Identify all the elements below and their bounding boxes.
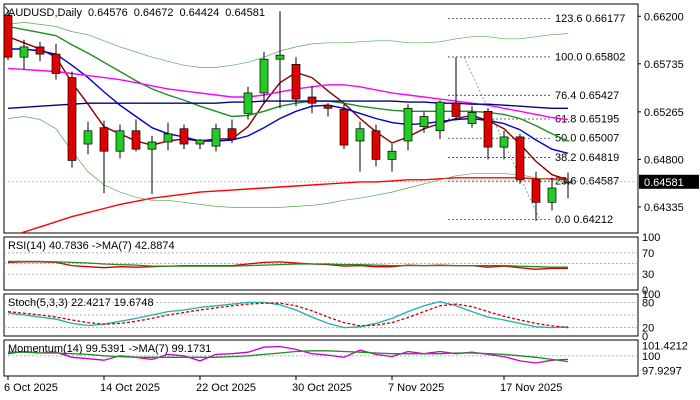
- indicator-title-0: RSI(14) 40.7836 ->MA(7) 42.8874: [8, 240, 175, 252]
- candle-body: [323, 104, 333, 109]
- fib-label: 23.6 0.64587: [555, 176, 619, 188]
- candle-body: [131, 130, 141, 150]
- fib-label: 50.0 0.65007: [555, 133, 619, 145]
- candle-body: [419, 116, 429, 128]
- fib-label: 38.2 0.64819: [555, 152, 619, 164]
- indicator-title-1: Stoch(5,3,3) 22.4217 19.6748: [8, 297, 154, 309]
- candle-body: [547, 187, 557, 203]
- candle-body: [499, 136, 509, 148]
- moving-average-line-0: [7, 36, 569, 181]
- main-pane: 123.6 0.66177 100.0 0.65802 76.4 0.65427 61…: [4, 10, 638, 233]
- price-tick-label: 0.65735: [644, 59, 684, 71]
- moving-average-line-7: [7, 116, 569, 208]
- candle-body: [243, 92, 253, 114]
- fib-label: 0.0 0.64212: [555, 214, 613, 226]
- candle-body: [179, 128, 189, 145]
- candle-body: [451, 102, 461, 117]
- candle-body: [531, 179, 541, 203]
- indicator-pane-0: [4, 252, 638, 275]
- chart-header: AUDUSD,Daily 0.64576 0.64672 0.64424 0.64581: [8, 7, 265, 19]
- indicator-pane-2: [4, 345, 638, 364]
- candle-body: [275, 54, 285, 60]
- candle-body: [227, 128, 237, 140]
- collapse-arrow-icon: [4, 6, 10, 16]
- candle-body: [563, 181, 573, 184]
- indicator-pane-1: [4, 300, 638, 329]
- candle-body: [515, 136, 525, 181]
- candle-body: [195, 139, 205, 145]
- candle-body: [371, 130, 381, 160]
- candle-body: [147, 141, 157, 150]
- candle-body: [467, 112, 477, 124]
- price-tick-label: 0.64335: [644, 202, 684, 214]
- candle-body: [387, 150, 397, 160]
- indicator-title-2: Momentum(14) 99.5391 ->MA(7) 99.1731: [8, 343, 211, 355]
- date-tick-label: 22 Oct 2025: [196, 382, 256, 394]
- candle-body: [99, 127, 109, 152]
- candle-body: [51, 53, 61, 74]
- moving-average-line-2: [7, 25, 569, 142]
- indicator-tick-label: 70: [642, 248, 654, 260]
- indicator-tick-label: 101.4212: [642, 341, 688, 353]
- indicator-tick-label: 97.9297: [642, 366, 682, 378]
- moving-average-line-4: [7, 100, 568, 110]
- price-tick-label: 0.64800: [644, 154, 684, 166]
- candle-body: [307, 96, 317, 104]
- indicator-tick-label: 100: [642, 351, 660, 363]
- indicator-tick-label: 0: [642, 331, 648, 343]
- price-tick-label: 0.66200: [644, 11, 684, 23]
- indicator-line-2-1: [8, 350, 569, 363]
- moving-average-line-6: [7, 22, 569, 68]
- candle-body: [483, 110, 493, 148]
- indicator-line-1-0: [7, 300, 569, 329]
- indicator-tick-label: 20: [642, 323, 654, 335]
- candle-body: [259, 58, 269, 94]
- candle-body: [67, 77, 77, 161]
- candle-body: [115, 130, 125, 152]
- fib-label: 61.8 0.65195: [555, 114, 619, 126]
- price-tick-label: 0.65265: [644, 107, 684, 119]
- current-price-label: 0.64581: [644, 177, 684, 189]
- fib-label: 100.0 0.65802: [555, 51, 625, 63]
- main-pane-frame: [3, 3, 639, 234]
- candle-body: [355, 128, 365, 142]
- candle-body: [435, 101, 445, 132]
- indicator-tick-label: 100: [642, 232, 660, 244]
- indicator-tick-label: 80: [642, 297, 654, 309]
- date-tick-label: 17 Nov 2025: [500, 382, 562, 394]
- candle-body: [339, 108, 349, 146]
- indicator-line-1-1: [7, 302, 569, 329]
- candle-body: [4, 14, 13, 58]
- date-tick-label: 30 Oct 2025: [292, 382, 352, 394]
- moving-average-line-5: [18, 177, 569, 233]
- indicator-tick-label: 30: [642, 269, 654, 281]
- current-price-box: [639, 174, 699, 189]
- indicator-pane-frame-2: [3, 339, 639, 377]
- date-tick-label: 7 Nov 2025: [388, 382, 444, 394]
- date-tick-label: 6 Oct 2025: [4, 382, 58, 394]
- indicator-tick-label: 100: [642, 289, 660, 301]
- fib-label: 123.6 0.66177: [555, 13, 625, 25]
- date-tick-label: 14 Oct 2025: [100, 382, 160, 394]
- candle-body: [163, 133, 173, 143]
- candle-body: [83, 130, 93, 145]
- candle-body: [211, 128, 221, 147]
- candle-body: [291, 63, 301, 100]
- fib-label: 76.4 0.65427: [555, 90, 619, 102]
- indicator-line-0-1: [8, 260, 568, 268]
- candle-body: [403, 107, 413, 142]
- candle-body: [35, 46, 45, 55]
- candle-body: [19, 46, 29, 58]
- indicator-tick-label: 0: [642, 285, 648, 297]
